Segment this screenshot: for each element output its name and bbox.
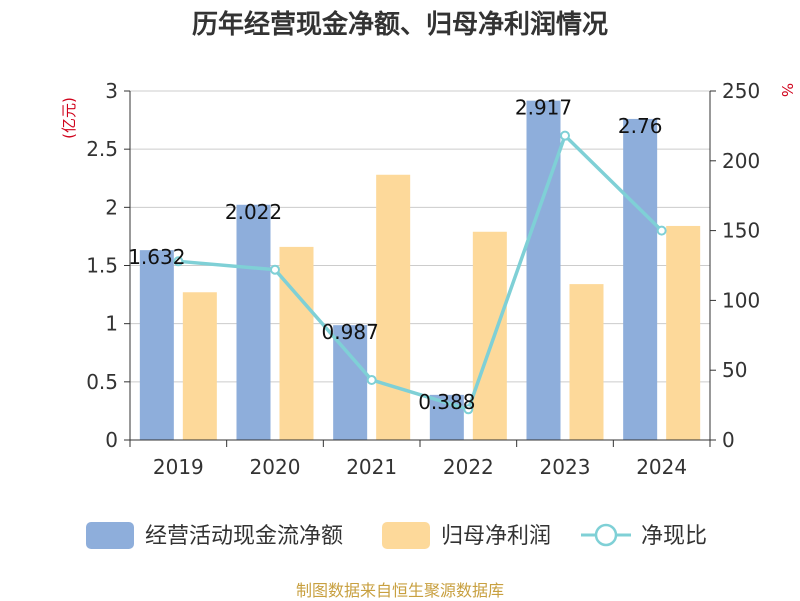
bar-net-profit[interactable]	[279, 246, 314, 440]
bars	[139, 100, 701, 441]
bar-data-label: 2.022	[225, 200, 282, 224]
data-labels: 1.632 2.022 0.987 0.388 2.917 2.76	[128, 96, 662, 414]
bar-net-profit[interactable]	[472, 231, 507, 440]
x-axis-tick-label: 2019	[153, 455, 204, 479]
right-axis-tick-label: 0	[722, 428, 735, 452]
ratio-line	[173, 130, 667, 415]
ratio-line-point[interactable]	[560, 130, 570, 141]
axes: 0 0.5 1 1.5 2 2.5 3 0 50 100 150 200 250 2019 2020 2021…	[86, 79, 760, 479]
bar-net-profit[interactable]	[569, 284, 604, 440]
bar-data-label: 0.987	[322, 320, 379, 344]
bar-operating-cash-flow[interactable]	[236, 204, 271, 440]
ratio-line-path	[178, 132, 663, 412]
chart-title: 历年经营现金净额、归母净利润情况	[191, 10, 608, 40]
ratio-line-point[interactable]	[366, 374, 377, 385]
bar-data-label: 2.76	[618, 114, 663, 138]
bar-data-label: 2.917	[515, 96, 572, 120]
legend-label-operating-cash-flow[interactable]: 经营活动现金流净额	[145, 524, 343, 549]
legend-swatch-ratio-marker[interactable]	[594, 523, 618, 547]
left-axis-tick-label: 0.5	[86, 370, 118, 394]
data-source-note: 制图数据来自恒生聚源数据库	[295, 581, 504, 600]
x-axis-tick-label: 2023	[540, 455, 591, 479]
bar-net-profit[interactable]	[376, 174, 411, 440]
left-axis-unit: (亿元)	[60, 97, 78, 139]
left-axis-tick-label: 2.5	[86, 137, 118, 161]
left-axis-tick-label: 1.5	[86, 254, 118, 278]
ratio-line-point[interactable]	[656, 225, 667, 236]
right-axis-tick-label: 250	[722, 79, 760, 103]
legend[interactable]: 经营活动现金流净额 归母净利润 净现比	[86, 522, 707, 549]
right-axis-tick-label: 50	[722, 358, 747, 382]
legend-label-net-profit[interactable]: 归母净利润	[441, 524, 551, 549]
bar-operating-cash-flow[interactable]	[526, 100, 561, 440]
bar-net-profit[interactable]	[182, 292, 217, 440]
bar-data-label: 1.632	[128, 245, 185, 269]
right-axis-unit: %	[778, 83, 796, 97]
bar-net-profit[interactable]	[666, 225, 701, 440]
left-axis-tick-label: 0	[105, 428, 118, 452]
right-axis-tick-label: 100	[722, 288, 760, 312]
bar-data-label: 0.388	[418, 390, 475, 414]
ratio-line-point[interactable]	[270, 264, 280, 275]
x-axis-tick-label: 2022	[443, 455, 494, 479]
left-axis-tick-label: 2	[105, 195, 118, 219]
x-axis-tick-label: 2021	[346, 455, 397, 479]
left-axis-tick-label: 1	[105, 312, 118, 336]
right-axis-tick-label: 150	[722, 219, 760, 243]
legend-label-ratio[interactable]: 净现比	[641, 524, 707, 549]
left-axis-tick-label: 3	[105, 79, 118, 103]
legend-swatch-net-profit[interactable]	[382, 522, 430, 549]
x-axis-tick-label: 2020	[250, 455, 301, 479]
bar-operating-cash-flow[interactable]	[623, 118, 658, 441]
ratio-line-point[interactable]	[173, 256, 184, 267]
x-axis-tick-label: 2024	[636, 455, 687, 479]
ratio-line-point[interactable]	[463, 404, 474, 415]
legend-swatch-operating-cash-flow[interactable]	[86, 522, 134, 549]
bar-operating-cash-flow[interactable]	[139, 250, 174, 440]
right-axis-tick-label: 200	[722, 149, 760, 173]
